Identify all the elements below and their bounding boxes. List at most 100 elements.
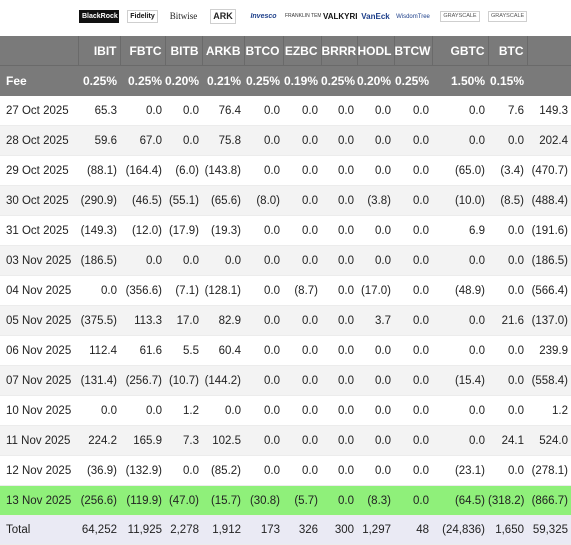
flow-cell-ibit: 59.6 — [78, 125, 120, 156]
corner-cell — [0, 0, 78, 36]
flow-cell-btc: 0.0 — [488, 215, 527, 246]
flow-cell-ibit: (149.3) — [78, 215, 120, 246]
flow-cell-ibit: (290.9) — [78, 185, 120, 216]
table-row: 07 Nov 2025 (131.4) (256.7) (10.7) (144.2) 0.… — [0, 365, 571, 396]
flow-cell-brrr: 0.0 — [321, 125, 357, 156]
flow-cell-ezbc: 0.0 — [283, 245, 321, 276]
flow-cell-arkb: 60.4 — [202, 335, 244, 366]
flow-cell-arkb: (128.1) — [202, 275, 244, 306]
flow-cell-hodl: (8.3) — [357, 485, 394, 516]
flow-cell-fbtc: (12.0) — [120, 215, 165, 246]
table-row: 10 Nov 2025 0.0 0.0 1.2 0.0 0.0 0.0 0.0 0.0 0.0 0.… — [0, 395, 571, 426]
row-date: 05 Nov 2025 — [0, 305, 78, 336]
fee-bitb: 0.20% — [165, 65, 202, 96]
cumulative-ibit: 64,252 — [78, 515, 120, 545]
table-row: 13 Nov 2025 (256.6) (119.9) (47.0) (15.7) (30… — [0, 485, 571, 516]
flow-cell-btco: 0.0 — [244, 395, 283, 426]
flow-cell-fbtc: (46.5) — [120, 185, 165, 216]
flow-cell-gbtc: 0.0 — [432, 305, 488, 336]
table-row: 05 Nov 2025 (375.5) 113.3 17.0 82.9 0.0 0.0 0.0… — [0, 305, 571, 336]
flow-cell-btco: 0.0 — [244, 275, 283, 306]
flow-cell-bitb: (7.1) — [165, 275, 202, 306]
row-total: (866.7) — [527, 485, 571, 516]
totals-label: Total — [0, 515, 78, 545]
flow-cell-ibit: 224.2 — [78, 425, 120, 456]
wisdomtree-logo: WisdomTree — [396, 13, 430, 20]
flow-cell-hodl: 0.0 — [357, 96, 394, 126]
flow-cell-ezbc: 0.0 — [283, 185, 321, 216]
flow-cell-btc: 0.0 — [488, 395, 527, 426]
flow-cell-bitb: 17.0 — [165, 305, 202, 336]
fee-gbtc: 1.50% — [432, 65, 488, 96]
flow-cell-gbtc: 0.0 — [432, 96, 488, 126]
ticker-arkb: ARKB — [202, 36, 245, 66]
vaneck-logo: VanEck — [361, 11, 390, 21]
cumulative-fbtc: 11,925 — [120, 515, 165, 545]
flow-cell-bitb: (6.0) — [165, 155, 202, 186]
flow-cell-hodl: 0.0 — [357, 245, 394, 276]
logo-cell: Fidelity — [120, 0, 165, 36]
ticker-bitb: BITB — [165, 36, 203, 66]
flow-cell-fbtc: 165.9 — [120, 425, 165, 456]
flow-cell-fbtc: (356.6) — [120, 275, 165, 306]
flow-cell-fbtc: 67.0 — [120, 125, 165, 156]
flow-cell-gbtc: (48.9) — [432, 275, 488, 306]
flow-cell-arkb: (65.6) — [202, 185, 244, 216]
flow-cell-bitb: 0.0 — [165, 245, 202, 276]
flow-cell-arkb: 76.4 — [202, 96, 244, 126]
totals-row: Total 64,252 11,925 2,278 1,912 173 326 300 1,29… — [0, 515, 571, 545]
row-date: 12 Nov 2025 — [0, 455, 78, 486]
flow-cell-btco: 0.0 — [244, 365, 283, 396]
fee-ibit: 0.25% — [78, 65, 120, 96]
cumulative-btc: 1,650 — [488, 515, 527, 545]
flow-cell-btc: (3.4) — [488, 155, 527, 186]
flow-cell-hodl: (3.8) — [357, 185, 394, 216]
table-row: 28 Oct 2025 59.6 67.0 0.0 75.8 0.0 0.0 0.0 0.0 0.… — [0, 125, 571, 156]
flow-cell-ibit: (131.4) — [78, 365, 120, 396]
flow-cell-btc: 7.6 — [488, 96, 527, 126]
flow-cell-ezbc: 0.0 — [283, 455, 321, 486]
row-total: (278.1) — [527, 455, 571, 486]
flow-cell-ezbc: 0.0 — [283, 96, 321, 126]
table-row: 29 Oct 2025 (88.1) (164.4) (6.0) (143.8) 0.0 0… — [0, 155, 571, 186]
flow-cell-hodl: 0.0 — [357, 425, 394, 456]
flow-cell-gbtc: (10.0) — [432, 185, 488, 216]
flow-cell-btcw: 0.0 — [394, 395, 432, 426]
row-total: (186.5) — [527, 245, 571, 276]
row-total: (566.4) — [527, 275, 571, 306]
ticker-ezbc: EZBC — [283, 36, 322, 66]
flow-cell-hodl: (17.0) — [357, 275, 394, 306]
flow-cell-gbtc: (15.4) — [432, 365, 488, 396]
row-total: 149.3 — [527, 96, 571, 126]
flow-cell-btcw: 0.0 — [394, 335, 432, 366]
row-date: 27 Oct 2025 — [0, 96, 78, 126]
flow-cell-btco: 0.0 — [244, 455, 283, 486]
logo-cell: Bitwise — [165, 0, 202, 36]
logo-cell: WisdomTree — [394, 0, 432, 36]
flow-cell-btc: (8.5) — [488, 185, 527, 216]
flow-cell-hodl: 0.0 — [357, 215, 394, 246]
flow-cell-gbtc: 0.0 — [432, 125, 488, 156]
flow-cell-btcw: 0.0 — [394, 155, 432, 186]
logo-cell: VanEck — [357, 0, 394, 36]
fee-label: Fee — [0, 65, 78, 96]
flow-cell-bitb: 0.0 — [165, 96, 202, 126]
flow-cell-btcw: 0.0 — [394, 185, 432, 216]
logo-cell: VALKYRIE — [321, 0, 357, 36]
flow-cell-ibit: (256.6) — [78, 485, 120, 516]
ticker-row-label — [0, 36, 79, 66]
flow-cell-brrr: 0.0 — [321, 395, 357, 426]
flow-cell-brrr: 0.0 — [321, 96, 357, 126]
row-date: 10 Nov 2025 — [0, 395, 78, 426]
ticker-btc: BTC — [488, 36, 528, 66]
flow-cell-hodl: 0.0 — [357, 335, 394, 366]
grayscale-logo-gbtc: GRAYSCALE — [440, 10, 480, 23]
row-total: 202.4 — [527, 125, 571, 156]
flow-cell-fbtc: 113.3 — [120, 305, 165, 336]
flow-cell-gbtc: 0.0 — [432, 425, 488, 456]
flow-cell-arkb: 0.0 — [202, 245, 244, 276]
flow-cell-ibit: (186.5) — [78, 245, 120, 276]
flow-cell-brrr: 0.0 — [321, 245, 357, 276]
cumulative-btco: 173 — [244, 515, 283, 545]
cumulative-bitb: 2,278 — [165, 515, 202, 545]
